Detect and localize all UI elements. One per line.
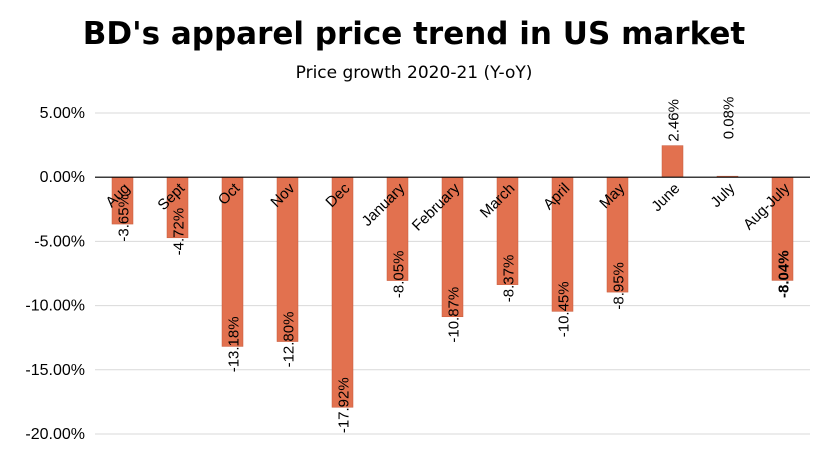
data-label: -10.87% (446, 287, 463, 343)
data-label: -8.37% (501, 255, 518, 303)
y-tick-label: 5.00% (40, 105, 85, 122)
y-tick-label: -20.00% (25, 426, 85, 443)
bar (661, 145, 684, 178)
bar (331, 176, 354, 408)
data-label: 2.46% (666, 99, 683, 142)
bars (111, 145, 794, 408)
data-label: 0.08% (721, 97, 738, 140)
data-label: -8.04% (776, 250, 793, 298)
y-tick-label: -5.00% (34, 233, 85, 250)
chart-title: BD's apparel price trend in US market (83, 16, 746, 52)
data-label: -8.05% (391, 251, 408, 299)
data-labels: -3.65% -4.72% -13.18% -12.80% -17.92% -8.05% -… (116, 97, 793, 434)
category-label: July (707, 180, 738, 211)
y-tick-label: 0.00% (40, 169, 85, 186)
y-axis-ticks: 5.00% 0.00% -5.00% -10.00% -15.00% -20.00% (25, 105, 85, 443)
data-label: -13.18% (226, 316, 243, 372)
data-label: -4.72% (171, 208, 188, 256)
data-label: -8.95% (611, 262, 628, 310)
category-label: June (648, 180, 683, 215)
y-tick-label: -10.00% (25, 298, 85, 315)
chart-subtitle: Price growth 2020-21 (Y-oY) (296, 63, 533, 83)
data-label: -10.45% (556, 281, 573, 337)
data-label: -17.92% (336, 377, 353, 433)
y-tick-label: -15.00% (25, 362, 85, 379)
data-label: -3.65% (116, 194, 133, 242)
data-label: -12.80% (281, 312, 298, 368)
